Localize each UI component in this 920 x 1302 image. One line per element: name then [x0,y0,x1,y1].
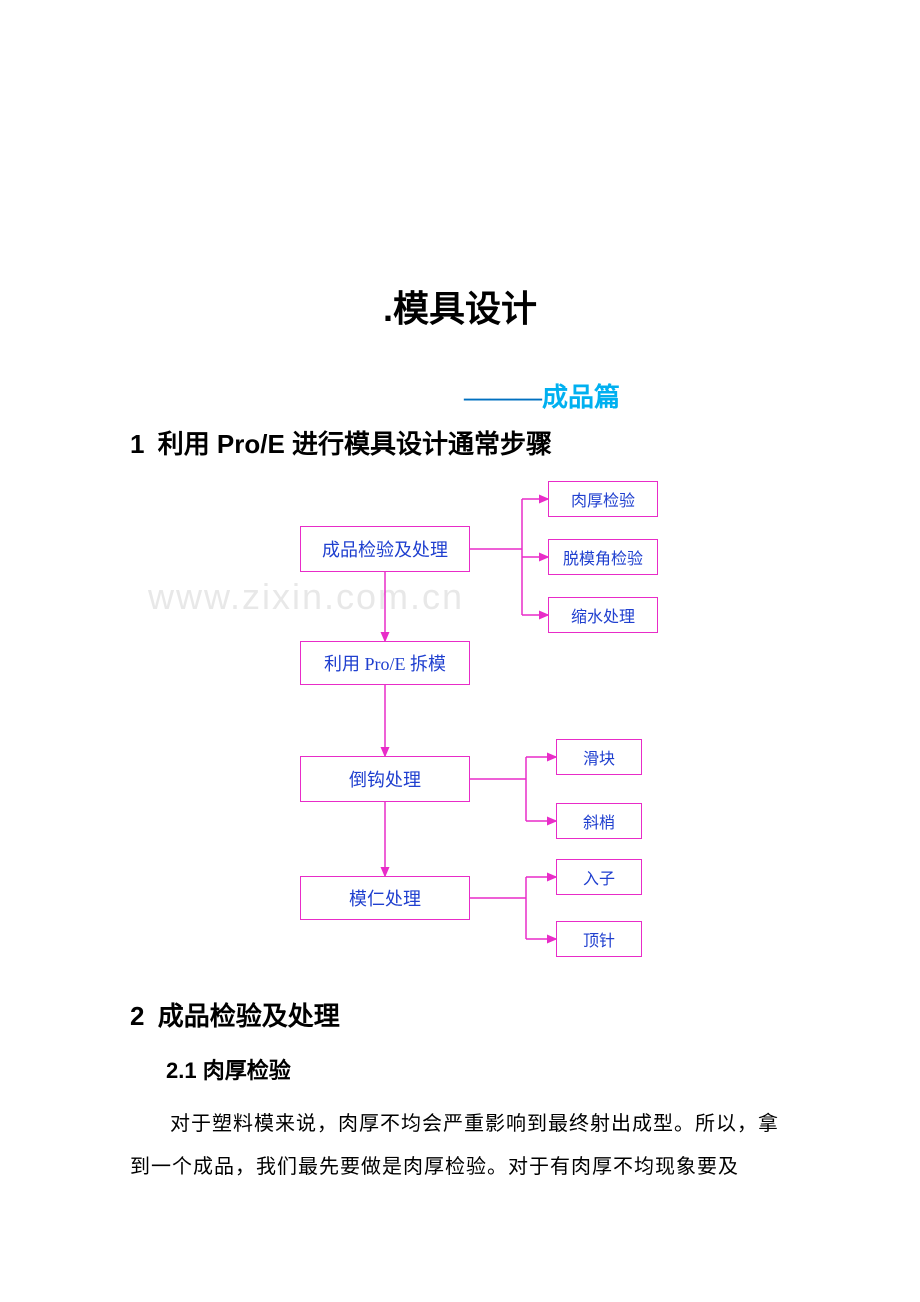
flowchart-node: 滑块 [556,739,642,775]
flowchart: www.zixin.com.cn 成品检验及处理利用 Pro/E 拆模倒钩处理模… [130,481,790,986]
section-2-1-heading: 2.1 肉厚检验 [166,1053,790,1085]
flowchart-node: 肉厚检验 [548,481,658,517]
flowchart-node: 入子 [556,859,642,895]
flowchart-node: 成品检验及处理 [300,526,470,572]
section-2-num: 2 [130,1001,144,1031]
section-1-num: 1 [130,429,144,459]
flowchart-node: 利用 Pro/E 拆模 [300,641,470,685]
flowchart-node: 模仁处理 [300,876,470,920]
section-1-title: 利用 Pro/E 进行模具设计通常步骤 [158,429,552,459]
subtitle-dash: ——— [464,383,542,412]
section-2-title: 成品检验及处理 [158,1001,340,1031]
flowchart-node: 缩水处理 [548,597,658,633]
section-2-heading: 2 成品检验及处理 [130,996,790,1033]
flowchart-node: 斜梢 [556,803,642,839]
flowchart-node: 顶针 [556,921,642,957]
flowchart-node: 倒钩处理 [300,756,470,802]
main-title: .模具设计 [130,280,790,332]
subtitle-text: 成品篇 [542,382,620,412]
body-paragraph: 对于塑料模来说，肉厚不均会严重影响到最终射出成型。所以，拿到一个成品，我们最先要… [130,1103,790,1189]
watermark: www.zixin.com.cn [148,576,464,618]
section-1-heading: 1 利用 Pro/E 进行模具设计通常步骤 [130,424,790,461]
subtitle: ———成品篇 [130,377,790,414]
flowchart-node: 脱模角检验 [548,539,658,575]
